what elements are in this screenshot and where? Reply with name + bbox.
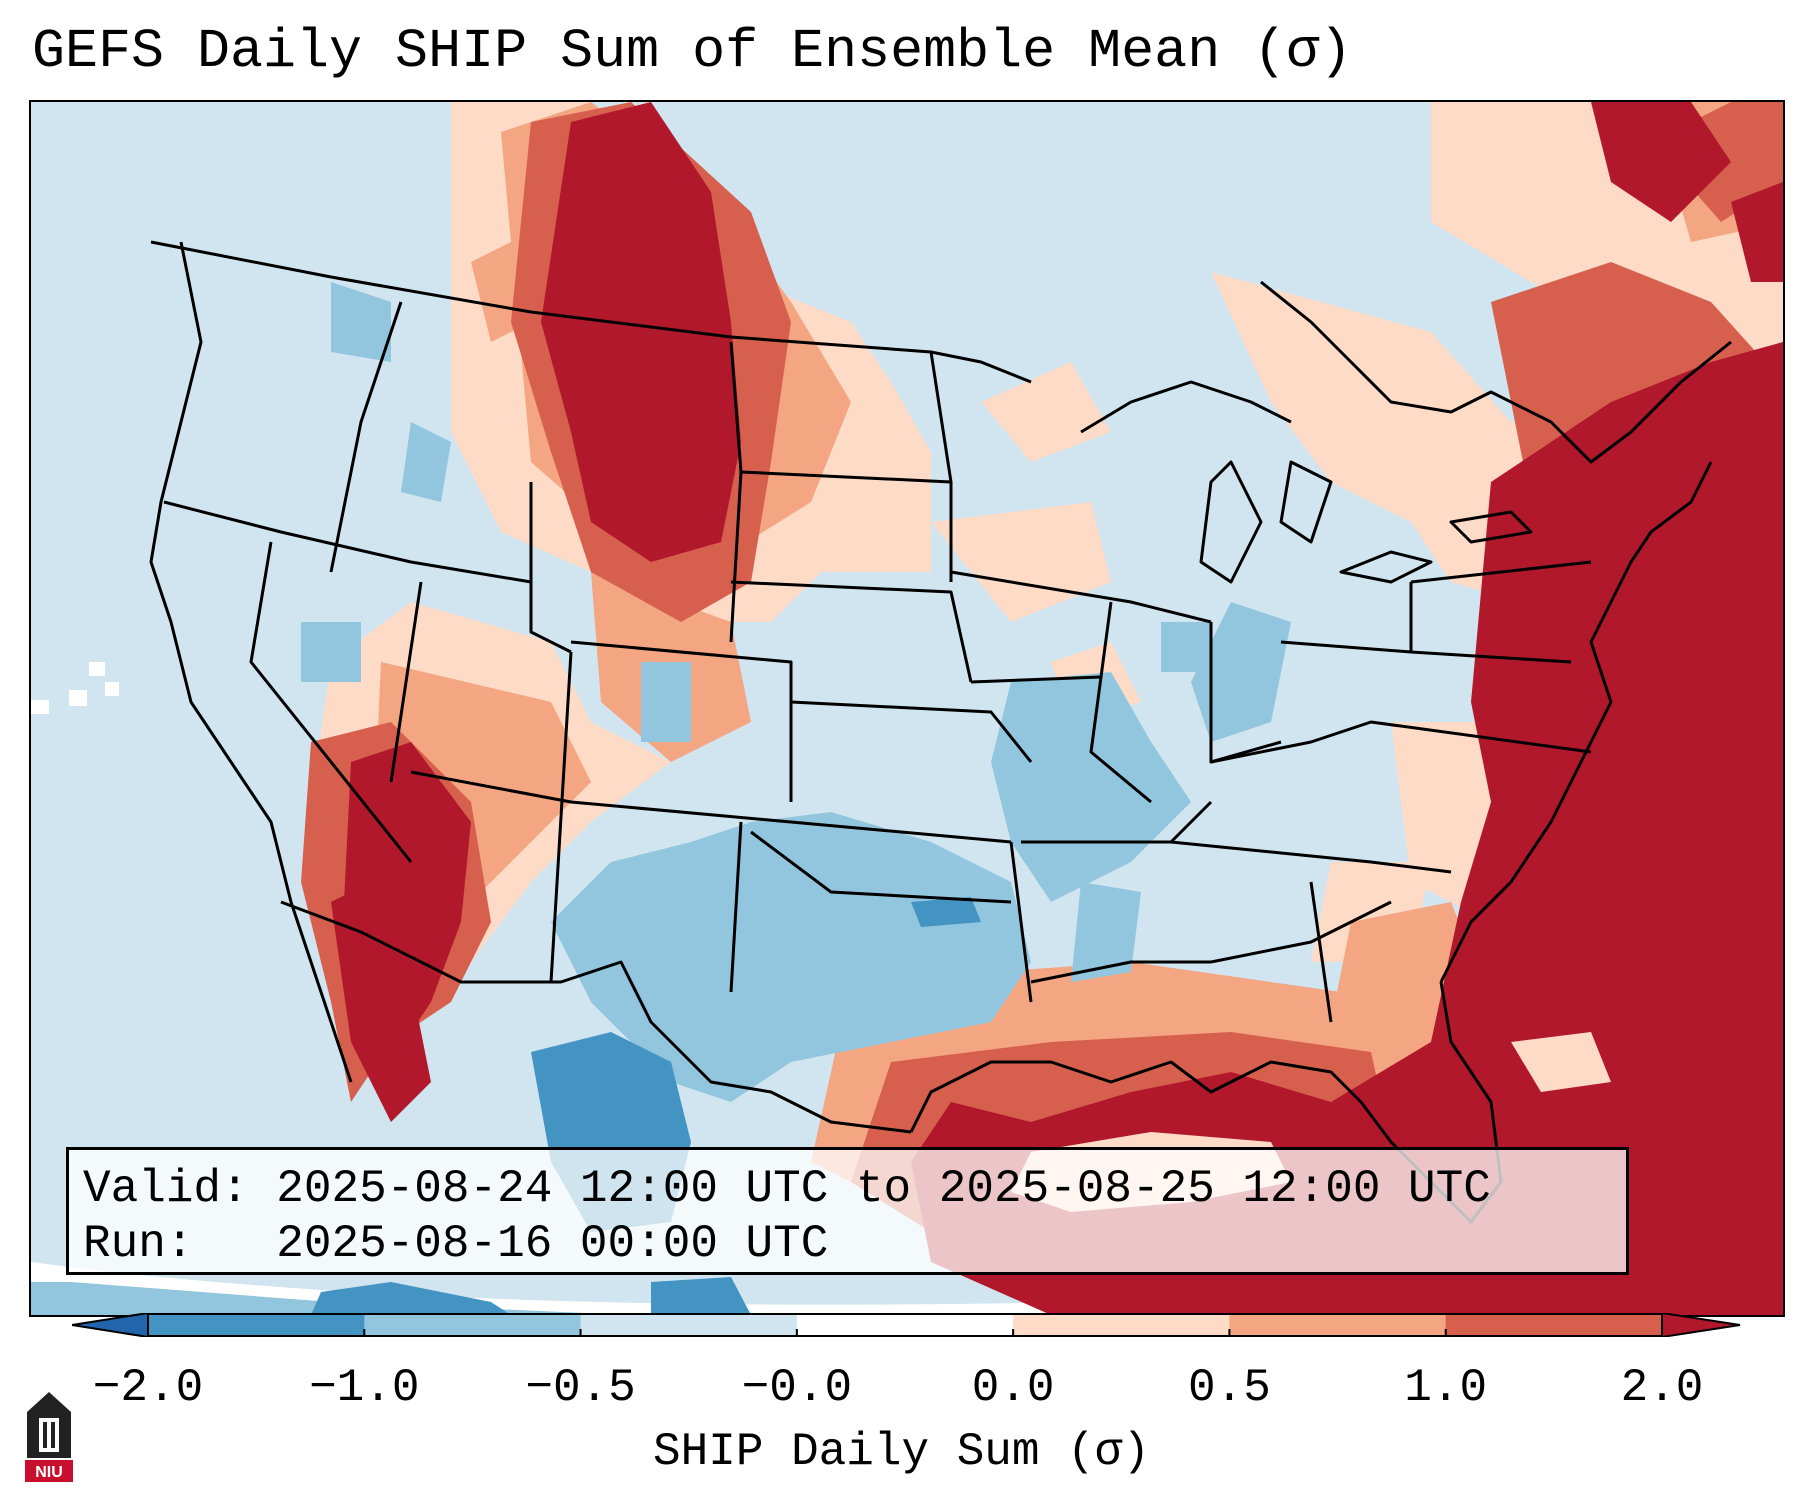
map-panel [29, 100, 1785, 1317]
niu-logo: NIU [25, 1392, 73, 1482]
valid-value: 2025-08-24 12:00 UTC to 2025-08-25 12:00… [276, 1163, 1491, 1215]
colorbar-tick-label: −1.0 [309, 1362, 420, 1414]
state-borders [149, 240, 1732, 1224]
colorbar-segment [796, 1313, 1014, 1337]
colorbar-segment [148, 1313, 365, 1337]
colorbar-segment [1445, 1313, 1663, 1337]
colorbar-over-arrow [1661, 1313, 1741, 1337]
valid-run-infobox: Valid: 2025-08-24 12:00 UTC to 2025-08-2… [66, 1147, 1629, 1275]
colorbar-frame [147, 1313, 1663, 1337]
colorbar-segment [1229, 1313, 1447, 1337]
chart-title: GEFS Daily SHIP Sum of Ensemble Mean (σ) [32, 20, 1352, 83]
negative-region [31, 282, 1291, 1315]
ship-anomaly-map [31, 102, 1783, 1315]
run-value: 2025-08-16 00:00 UTC [276, 1218, 829, 1270]
valid-label: Valid: [83, 1163, 249, 1215]
colorbar-tick-label: 1.0 [1404, 1362, 1488, 1414]
colorbar-title: SHIP Daily Sum (σ) [0, 1426, 1803, 1478]
colorbar-tick-label: −0.5 [525, 1362, 636, 1414]
missing-data-pixels [31, 662, 119, 714]
colorbar-segment [1013, 1313, 1230, 1337]
colorbar-tick-label: −0.0 [741, 1362, 853, 1414]
logo-text: NIU [35, 1464, 63, 1481]
colorbar-title-text: SHIP Daily Sum (σ) [653, 1426, 1150, 1478]
run-label: Run: [83, 1218, 194, 1270]
colorbar-segment [364, 1313, 582, 1337]
colorbar-tick-label: 0.5 [1188, 1362, 1271, 1414]
chart-title-text: GEFS Daily SHIP Sum of Ensemble Mean (σ) [32, 20, 1353, 83]
colorbar-tick-label: −2.0 [92, 1362, 204, 1414]
colorbar-segment [580, 1313, 798, 1337]
colorbar [72, 1313, 1741, 1337]
colorbar-tick-label: 2.0 [1620, 1362, 1704, 1414]
colorbar-tick-label: 0.0 [971, 1362, 1055, 1414]
colorbar-under-arrow [72, 1313, 149, 1337]
